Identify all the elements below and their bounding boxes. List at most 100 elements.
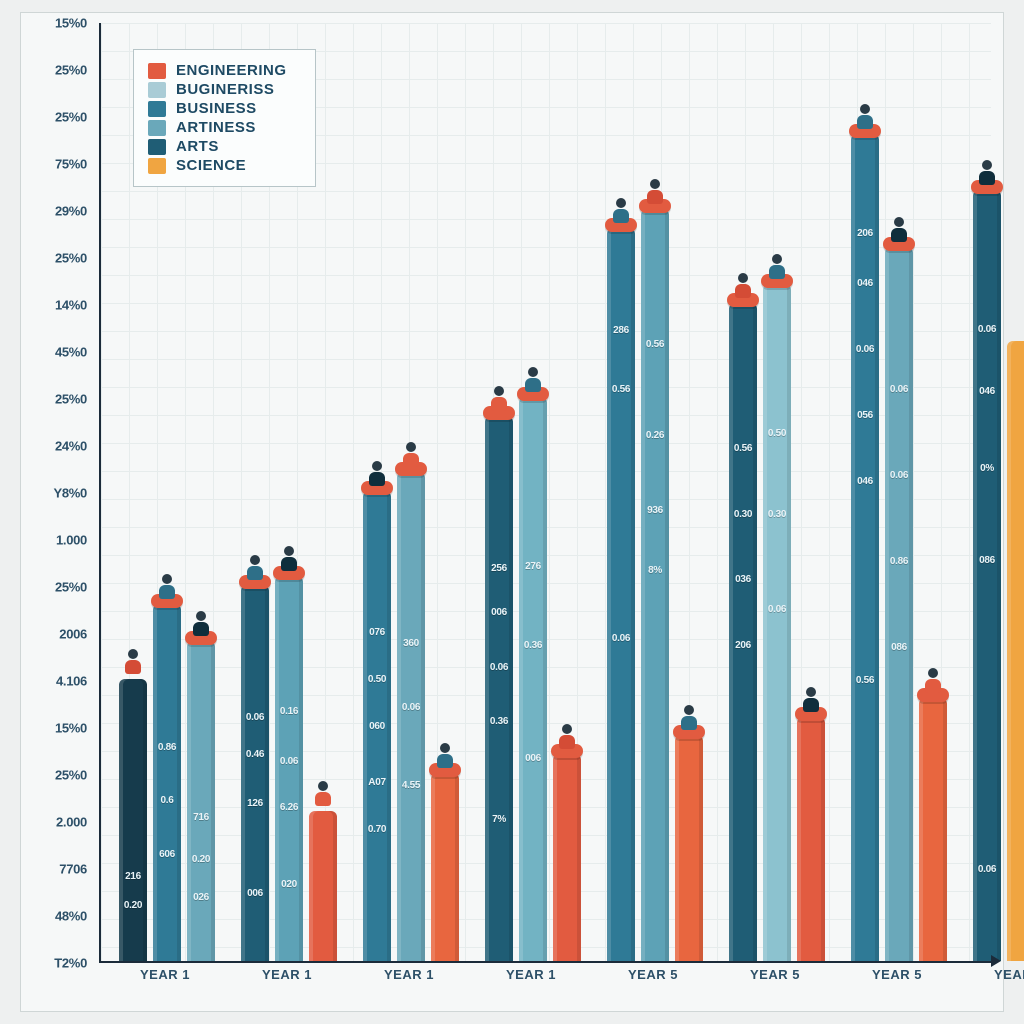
bar-value-label: A07 <box>368 777 385 788</box>
x-axis-ticks: YEAR 1YEAR 1YEAR 1YEAR 1YEAR 5YEAR 5YEAR… <box>99 961 991 1001</box>
bar-value-label: 286 <box>613 325 629 336</box>
y-tick-label: 25%0 <box>55 392 87 407</box>
bar: 0.06 046 0% 086 0.06 <box>973 190 1001 961</box>
bar-value-label: 0.56 <box>734 443 752 454</box>
y-tick-label: 15%0 <box>55 16 87 31</box>
y-axis-ticks: 15%025%025%075%029%025%014%045%025%024%0… <box>21 23 95 963</box>
person-icon <box>401 442 421 468</box>
legend-row: ARTINESS <box>148 119 287 136</box>
bar-value-label: 006 <box>491 607 507 618</box>
bar-value-label: 046 <box>979 386 995 397</box>
person-icon <box>157 574 177 600</box>
bar-value-label: 0.06 <box>856 344 874 355</box>
person-icon <box>313 781 333 807</box>
bar <box>309 811 337 961</box>
bar-value-label: 046 <box>857 278 873 289</box>
legend-label: BUGINERISS <box>176 81 274 98</box>
bar-value-label: 206 <box>735 640 751 651</box>
y-tick-label: 24%0 <box>55 439 87 454</box>
y-tick-label: 7706 <box>59 862 87 877</box>
bar-value-label: 0% <box>980 463 994 474</box>
x-tick-label: YEAR 5 <box>994 967 1024 982</box>
bar-value-label: 0.06 <box>612 633 630 644</box>
person-icon <box>801 687 821 713</box>
bar: 0.060.46126006 <box>241 585 269 961</box>
bar-value-label: 086 <box>979 555 995 566</box>
bar-value-label: 4.55 <box>402 780 420 791</box>
person-icon <box>489 386 509 412</box>
y-tick-label: 75%0 <box>55 157 87 172</box>
y-tick-label: 25%0 <box>55 110 87 125</box>
x-tick-label: YEAR 1 <box>140 967 190 982</box>
bar-value-label: 716 <box>193 812 209 823</box>
bar <box>1007 341 1024 961</box>
person-icon <box>611 198 631 224</box>
bar-value-label: 0.16 <box>280 706 298 717</box>
person-icon <box>435 743 455 769</box>
bar <box>919 698 947 961</box>
bar-value-label: 006 <box>525 753 541 764</box>
bar-value-label: 0.06 <box>978 864 996 875</box>
y-tick-label: T2%0 <box>54 956 87 971</box>
bar <box>797 717 825 961</box>
bar: 0.060.060.86086 <box>885 247 913 961</box>
bar-value-label: 0.50 <box>368 674 386 685</box>
bar-value-label: 216 <box>125 871 141 882</box>
bar-value-label: 0.06 <box>246 712 264 723</box>
person-icon <box>923 668 943 694</box>
bar-value-label: 206 <box>857 228 873 239</box>
bar-value-label: 056 <box>857 410 873 421</box>
y-tick-label: 25%0 <box>55 580 87 595</box>
bar <box>553 754 581 961</box>
bar-value-label: 0.06 <box>890 470 908 481</box>
bar <box>431 773 459 961</box>
x-tick-label: YEAR 1 <box>262 967 312 982</box>
bar: 276 0.36 006 <box>519 397 547 961</box>
bar-value-label: 0.70 <box>368 824 386 835</box>
bar-value-label: 256 <box>491 563 507 574</box>
y-tick-label: 48%0 <box>55 909 87 924</box>
bar-value-label: 076 <box>369 627 385 638</box>
person-icon <box>855 104 875 130</box>
bar-value-label: 0.6 <box>160 795 173 806</box>
bar-value-label: 276 <box>525 561 541 572</box>
person-icon <box>645 179 665 205</box>
bar-value-label: 060 <box>369 721 385 732</box>
bar: 0.160.066.26020 <box>275 576 303 961</box>
bar-value-label: 0.06 <box>978 324 996 335</box>
legend-row: ARTS <box>148 138 287 155</box>
legend-row: BUGINERISS <box>148 81 287 98</box>
bar-value-label: 8% <box>648 565 662 576</box>
person-icon <box>733 273 753 299</box>
bar: 360 0.06 4.55 <box>397 472 425 961</box>
person-icon <box>767 254 787 280</box>
bar-value-label: 606 <box>159 849 175 860</box>
legend-label: ARTINESS <box>176 119 256 136</box>
y-tick-label: Y8%0 <box>54 486 88 501</box>
bar: 2860.560.06 <box>607 228 635 961</box>
bar-value-label: 0.46 <box>246 749 264 760</box>
y-tick-label: 2006 <box>59 627 87 642</box>
chart-frame: 15%025%025%075%029%025%014%045%025%024%0… <box>20 12 1004 1012</box>
bar-value-label: 0.20 <box>124 900 142 911</box>
bar: 2560060.060.367% <box>485 416 513 961</box>
legend-row: SCIENCE <box>148 157 287 174</box>
bar-value-label: 0.20 <box>192 854 210 865</box>
bar-value-label: 046 <box>857 476 873 487</box>
bar-value-label: 0.36 <box>524 640 542 651</box>
bar-value-label: 086 <box>891 642 907 653</box>
y-tick-label: 29%0 <box>55 204 87 219</box>
bar-value-label: 0.30 <box>768 509 786 520</box>
bar: 2060460.060560460.56 <box>851 134 879 961</box>
x-axis-arrow-icon <box>991 955 1001 967</box>
bar: 216 0.20 <box>119 679 147 961</box>
y-tick-label: 25%0 <box>55 251 87 266</box>
person-icon <box>279 546 299 572</box>
bar-value-label: 0.36 <box>490 716 508 727</box>
y-tick-label: 15%0 <box>55 721 87 736</box>
y-tick-label: 14%0 <box>55 298 87 313</box>
y-tick-label: 1.000 <box>56 533 87 548</box>
person-icon <box>977 160 997 186</box>
bar-value-label: 360 <box>403 638 419 649</box>
bar-value-label: 0.06 <box>402 702 420 713</box>
